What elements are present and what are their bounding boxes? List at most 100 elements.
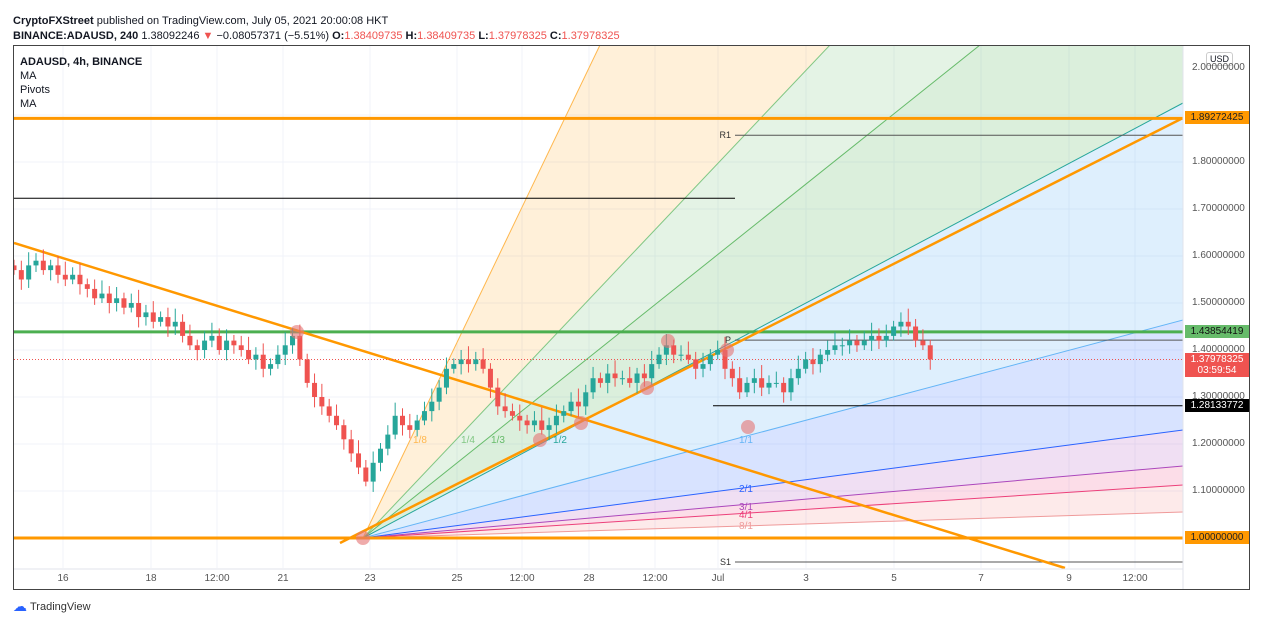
candle — [224, 340, 230, 350]
candle — [290, 335, 296, 346]
last-price-badge: 1.37978325 03:59:54 — [1185, 352, 1249, 377]
candle — [18, 270, 24, 280]
downtrend-line — [14, 241, 1066, 570]
open-label: O: — [332, 30, 345, 42]
candle — [458, 359, 464, 365]
low-value: 1.37978325 — [488, 30, 547, 42]
symbol: BINANCE:ADAUSD, 240 — [13, 30, 139, 42]
close-label: C: — [549, 30, 562, 42]
candle — [531, 420, 537, 426]
pivot-marker — [290, 325, 304, 339]
tradingview-cloud-icon: ☁ — [13, 598, 27, 614]
candle — [319, 397, 325, 407]
candle — [810, 359, 816, 365]
gann-fan-line — [362, 102, 1183, 539]
candle — [480, 359, 486, 369]
legend-pivots[interactable]: Pivots — [20, 84, 50, 96]
candle — [268, 364, 274, 369]
price-tick: 1.30000000 — [1192, 391, 1245, 402]
candle — [77, 274, 83, 285]
candle — [70, 274, 76, 280]
price-tick: 1.20000000 — [1192, 438, 1245, 449]
candle — [246, 350, 252, 360]
close-value: 1.37978325 — [561, 30, 620, 42]
candle — [678, 354, 684, 356]
candle — [136, 303, 142, 318]
time-tick: 18 — [145, 573, 157, 584]
candle — [297, 335, 303, 360]
pivot-marker — [720, 343, 734, 357]
gann-fan-line — [362, 429, 1183, 539]
published-text: published on TradingView.com, July 05, 2… — [96, 15, 389, 27]
candle — [231, 340, 237, 346]
price-tick: 2.00000000 — [1192, 62, 1245, 73]
candle — [150, 312, 156, 322]
candle — [282, 345, 288, 355]
candle — [334, 415, 340, 426]
candle — [766, 382, 772, 388]
candle — [817, 354, 823, 365]
candle — [260, 354, 266, 369]
pivot-marker — [741, 420, 755, 434]
candle — [619, 378, 625, 380]
pivot-marker — [640, 381, 654, 395]
candle — [839, 345, 845, 347]
time-tick: 7 — [978, 573, 984, 584]
pivot-marker — [533, 433, 547, 447]
candle — [876, 335, 882, 341]
candle — [737, 378, 743, 393]
legend-symbol[interactable]: ADAUSD, 4h, BINANCE — [20, 56, 143, 68]
candle — [781, 382, 787, 393]
time-tick: 3 — [803, 573, 809, 584]
candle — [517, 415, 523, 421]
candle — [238, 345, 244, 350]
gann-fan-label: 3/1 — [739, 502, 753, 513]
down-arrow-icon: ▼ — [202, 30, 214, 42]
high-label: H: — [405, 30, 418, 42]
currency-button[interactable]: USD — [1206, 52, 1234, 66]
candle — [99, 293, 105, 299]
candle — [671, 345, 677, 355]
candle — [370, 462, 376, 482]
gann-fan-line — [362, 46, 601, 539]
time-tick: 12:00 — [509, 573, 535, 584]
last-price: 1.38092246 — [141, 30, 200, 42]
candle — [920, 340, 926, 346]
candle — [399, 415, 405, 426]
candle — [40, 260, 46, 271]
candle — [612, 373, 618, 379]
candle — [33, 260, 39, 266]
publisher[interactable]: CryptoFXStreet — [13, 15, 94, 27]
candle — [187, 335, 193, 346]
time-tick: 12:00 — [642, 573, 668, 584]
candle — [143, 312, 149, 318]
price-tick: 1.80000000 — [1192, 156, 1245, 167]
time-tick: 5 — [891, 573, 897, 584]
candle — [341, 425, 347, 440]
candle — [524, 420, 530, 426]
gann-fan-line — [362, 46, 830, 539]
candle — [561, 411, 567, 416]
candle — [326, 406, 332, 416]
candle — [869, 335, 875, 341]
candle — [465, 359, 471, 365]
gann-fan-line — [362, 511, 1183, 539]
gann-fan-label: 1/2 — [553, 435, 567, 446]
tradingview-logo[interactable]: ☁ TradingView — [13, 598, 91, 615]
candle — [84, 284, 90, 289]
legend-ma[interactable]: MA — [20, 70, 37, 82]
candle — [707, 354, 713, 365]
candle — [473, 359, 479, 365]
candle — [722, 350, 728, 369]
candle — [429, 401, 435, 412]
price-tick: 1.40000000 — [1192, 344, 1245, 355]
candle — [590, 378, 596, 393]
candle — [385, 434, 391, 449]
pivot-marker — [574, 416, 588, 430]
last-price-value: 1.37978325 — [1190, 353, 1244, 365]
candle — [209, 335, 215, 341]
legend-ma-2[interactable]: MA — [20, 98, 37, 110]
candle — [788, 378, 794, 393]
candle — [759, 378, 765, 388]
